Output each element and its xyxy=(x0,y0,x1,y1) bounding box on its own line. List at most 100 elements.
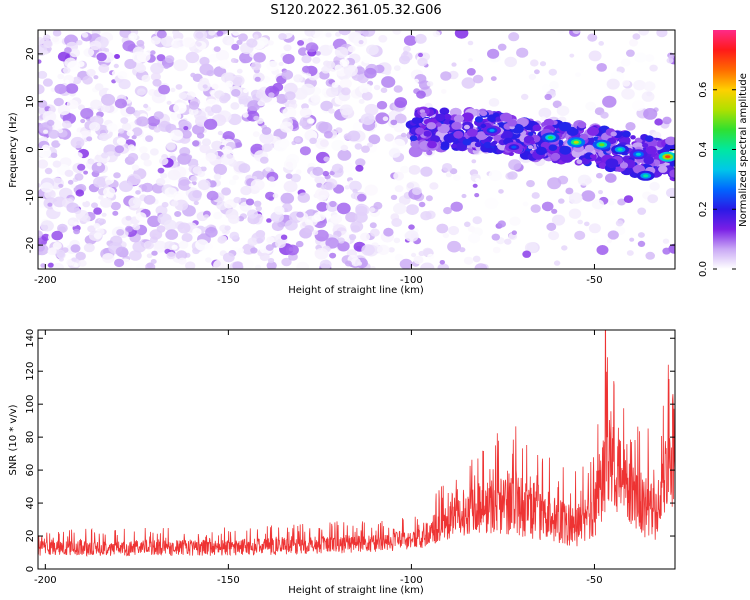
spectrogram-cell xyxy=(302,65,311,73)
spectrogram-cell xyxy=(73,228,80,235)
spectrogram-cell xyxy=(98,64,110,73)
spectrogram-cell xyxy=(662,238,670,244)
spectrogram-cell xyxy=(52,262,64,269)
spectrogram-cell xyxy=(154,240,165,250)
spectrogram-cell xyxy=(265,191,276,201)
spectrogram-cell xyxy=(126,130,134,137)
spectrogram-cell xyxy=(588,223,601,234)
spectrogram-cell xyxy=(279,121,294,133)
spectrogram-cell xyxy=(568,192,583,204)
spectrogram-cell xyxy=(296,211,304,218)
spectrogram-cell xyxy=(304,30,316,37)
spectrogram-cell xyxy=(43,129,49,134)
spectrogram-cell xyxy=(205,227,218,238)
spectrogram-cell xyxy=(250,61,262,71)
spectrogram-cell xyxy=(360,232,371,241)
spectrogram-cell xyxy=(274,206,285,215)
spectrogram-cell xyxy=(192,140,200,147)
spectrogram-cell xyxy=(420,166,433,177)
spectrogram-cell xyxy=(282,106,297,119)
spectrogram-cell xyxy=(160,35,175,47)
spectrogram-cell xyxy=(649,181,660,191)
spectrogram-cell xyxy=(50,152,58,158)
spectrogram-cell xyxy=(410,140,421,148)
spectrogram-cell xyxy=(662,247,671,255)
spectrogram-cell xyxy=(150,50,156,55)
spectrogram-cell xyxy=(166,142,176,151)
spectrogram-cell xyxy=(240,185,252,196)
spectrogram-cell xyxy=(376,100,388,110)
spectrogram-cell xyxy=(445,172,452,178)
spectrogram-cell xyxy=(57,104,71,116)
spectrogram-cell xyxy=(556,105,570,117)
spectrogram-cell xyxy=(390,119,398,126)
spectrogram-cell xyxy=(577,121,587,129)
spectrogram-cell xyxy=(161,201,169,208)
spectrogram-cell xyxy=(247,237,258,246)
spectrogram-hot-spot xyxy=(547,136,554,139)
spectrogram-cell xyxy=(175,84,183,90)
spectrogram-cell xyxy=(81,32,89,38)
spectrogram-cell xyxy=(314,188,329,201)
spectrogram-cell xyxy=(213,163,227,176)
spectrogram-cell xyxy=(534,69,540,75)
spectrogram-cell xyxy=(199,77,210,86)
spectrogram-cell xyxy=(275,239,286,249)
spectrogram-cell xyxy=(80,108,94,119)
spectrogram-cell xyxy=(475,131,488,141)
spectrogram-cell xyxy=(483,141,492,149)
spectrogram-hot-spot xyxy=(489,128,495,132)
spectrogram-cell xyxy=(669,161,675,167)
spectrogram-cell xyxy=(644,54,655,63)
spectrogram-cell xyxy=(253,34,259,39)
spectrogram-cell xyxy=(394,113,407,124)
spectrogram-cell xyxy=(259,132,274,144)
spectrogram-cell xyxy=(171,244,178,250)
spectrogram-cell xyxy=(101,93,116,106)
spectrogram-cell xyxy=(153,111,164,120)
y-tick-label: -20 xyxy=(25,237,36,253)
spectrogram-cell xyxy=(225,80,234,88)
spectrogram-cell xyxy=(344,260,352,267)
spectrogram-cell xyxy=(605,173,617,183)
spectrogram-cell xyxy=(511,230,517,235)
spectrogram-cell xyxy=(155,205,168,216)
spectrogram-cell xyxy=(160,172,168,179)
spectrogram-cell xyxy=(349,180,362,192)
spectrogram-cell xyxy=(281,69,294,80)
spectrogram-cell xyxy=(479,110,488,117)
spectrogram-cell xyxy=(253,115,260,121)
spectrogram-cell xyxy=(150,148,159,156)
spectrogram-cell xyxy=(38,59,42,64)
spectrogram-cell xyxy=(411,117,421,125)
spectrogram-cell xyxy=(272,193,279,199)
colorbar-ticks: 0.0 0.2 0.4 0.6 xyxy=(698,82,736,277)
spectrogram-cell xyxy=(185,51,200,64)
spectrogram-cell xyxy=(226,38,234,46)
spectrogram-cell xyxy=(369,207,376,213)
spectrogram-cell xyxy=(42,110,57,123)
spectrogram-cell xyxy=(153,126,161,133)
spectrogram-cell xyxy=(336,202,351,215)
spectrogram-cell xyxy=(109,40,115,45)
spectrogram-cell xyxy=(221,145,233,155)
spectrogram-cell xyxy=(300,83,315,96)
spectrogram-cell xyxy=(190,72,196,78)
spectrogram-cell xyxy=(197,179,211,191)
spectrogram-cell xyxy=(645,135,654,142)
spectrogram-cell xyxy=(121,122,132,131)
spectrogram-cell xyxy=(463,124,470,130)
spectrogram-cell xyxy=(192,166,202,174)
spectrogram-cell xyxy=(114,258,125,268)
spectrogram-cell xyxy=(628,39,639,47)
spectrogram-cell xyxy=(230,102,240,110)
spectrogram-cell xyxy=(529,140,536,145)
spectrogram-cell xyxy=(370,266,376,269)
spectrogram-cell xyxy=(384,133,395,142)
spectrogram-cell xyxy=(280,234,288,240)
spectrogram-cell xyxy=(659,38,672,50)
spectrogram-cell xyxy=(114,54,120,59)
spectrogram-cell xyxy=(347,45,356,53)
spectrogram-cell xyxy=(380,87,388,93)
